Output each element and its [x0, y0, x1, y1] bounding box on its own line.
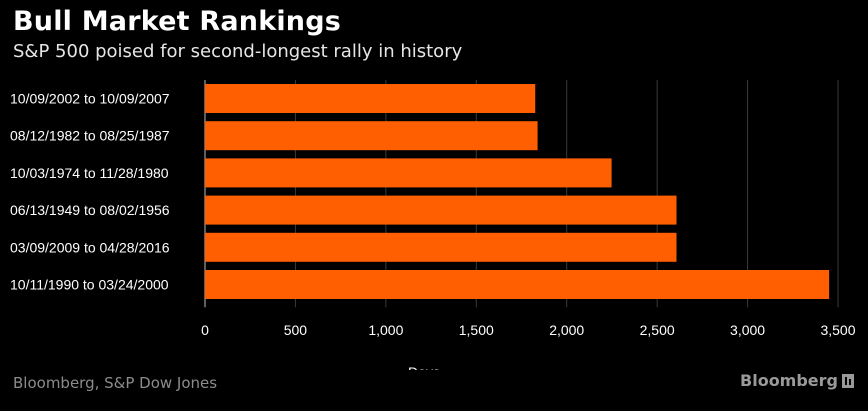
bloomberg-logo: Bloomberg [740, 371, 854, 390]
bar [205, 270, 830, 299]
bloomberg-terminal-icon [842, 373, 854, 388]
bar [205, 195, 677, 225]
chart-subtitle: S&P 500 poised for second-longest rally … [13, 41, 463, 62]
bar-chart: 10/09/2002 to 10/09/2007 08/12/1982 to 08… [10, 80, 856, 370]
bar [205, 121, 538, 151]
x-axis-label: Days [408, 364, 440, 370]
category-label: 08/12/1982 to 08/25/1987 [10, 128, 170, 144]
x-tick-label: 500 [284, 322, 308, 338]
source-note: Bloomberg, S&P Dow Jones [13, 374, 218, 392]
category-label: 10/03/1974 to 11/28/1980 [10, 165, 169, 181]
x-tick-label: 2,500 [640, 322, 675, 338]
category-label: 03/09/2009 to 04/28/2016 [10, 239, 170, 255]
x-tick-label: 2,000 [549, 322, 584, 338]
bar [205, 232, 677, 262]
chart-title: Bull Market Rankings [13, 6, 342, 37]
x-tick-label: 1,500 [459, 322, 494, 338]
x-tick-label: 3,500 [820, 322, 855, 338]
category-label: 10/09/2002 to 10/09/2007 [10, 91, 170, 107]
x-tick-label: 1,000 [368, 322, 403, 338]
category-label: 10/11/1990 to 03/24/2000 [10, 277, 169, 293]
brand-label: Bloomberg [740, 371, 838, 390]
x-tick-label: 0 [201, 322, 209, 338]
bar [205, 158, 612, 188]
x-tick-label: 3,000 [730, 322, 765, 338]
category-label: 06/13/1949 to 08/02/1956 [10, 202, 170, 218]
bar [205, 84, 536, 113]
